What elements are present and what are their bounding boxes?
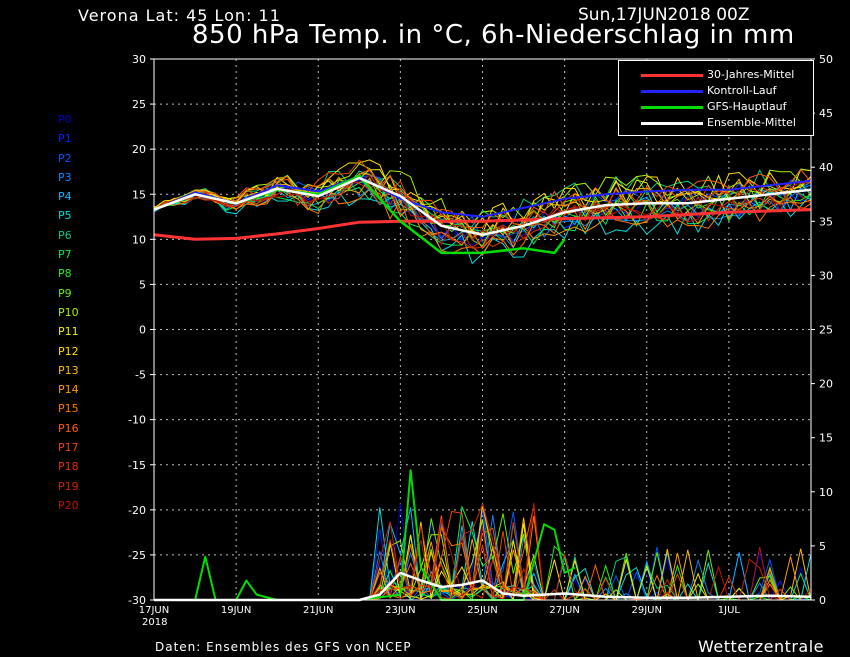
y-left-tick-label: 30 xyxy=(132,53,146,66)
x-tick-label: 1JUL xyxy=(718,605,741,616)
y-left-tick-label: 5 xyxy=(139,278,146,291)
member-label: P1 xyxy=(58,132,72,146)
y-left-tick-label: 15 xyxy=(132,188,146,201)
axis-labels: 302520151050-5-10-15-20-25-3050454035302… xyxy=(128,53,833,628)
member-label: P8 xyxy=(58,267,72,281)
member-label: P10 xyxy=(58,305,79,319)
legend-swatch xyxy=(641,106,703,109)
member-label: P0 xyxy=(58,113,72,126)
y-left-tick-label: 10 xyxy=(132,233,146,246)
legend-label: 30-Jahres-Mittel xyxy=(707,68,795,81)
member-label: P16 xyxy=(58,421,79,435)
y-left-tick-label: -25 xyxy=(128,549,146,562)
x-tick-label: 19JUN xyxy=(221,605,251,616)
x-year-label: 2018 xyxy=(142,617,167,628)
y-right-tick-label: 30 xyxy=(819,269,833,282)
y-right-tick-label: 45 xyxy=(819,107,833,120)
legend-item: GFS-Hauptlauf xyxy=(619,99,813,115)
member-temp-line xyxy=(153,173,812,238)
member-label: P18 xyxy=(58,460,79,474)
member-label: P6 xyxy=(58,228,72,242)
member-label: P17 xyxy=(58,441,79,455)
member-label: P20 xyxy=(58,498,79,512)
y-left-tick-label: 25 xyxy=(132,98,146,111)
member-list: P0 P1 P2 P3 P4 P5 P6 P7 P8 P9 P10 P11 P12 P13 P14 P15 P1… xyxy=(58,110,98,515)
y-left-tick-label: -5 xyxy=(135,369,146,382)
member-series xyxy=(153,159,812,602)
y-right-tick-label: 5 xyxy=(819,540,826,553)
y-left-tick-label: -20 xyxy=(128,504,146,517)
member-label: P19 xyxy=(58,479,79,493)
member-label: P5 xyxy=(58,209,72,223)
member-label: P4 xyxy=(58,190,72,204)
member-precip-line xyxy=(154,545,812,602)
x-tick-label: 21JUN xyxy=(303,605,333,616)
legend-item: Kontroll-Lauf xyxy=(619,83,813,99)
y-left-tick-label: -30 xyxy=(128,594,146,607)
y-right-tick-label: 35 xyxy=(819,215,833,228)
member-temp-line xyxy=(153,159,812,239)
legend-label: GFS-Hauptlauf xyxy=(707,100,787,113)
x-tick-label: 23JUN xyxy=(385,605,415,616)
member-temp-line xyxy=(153,188,812,256)
chart-grid xyxy=(154,59,811,600)
climate-mean-line xyxy=(153,208,812,241)
legend-item: 30-Jahres-Mittel xyxy=(619,67,813,83)
member-temp-line xyxy=(153,163,812,226)
y-left-tick-label: 20 xyxy=(132,143,146,156)
y-left-tick-label: -10 xyxy=(128,414,146,427)
highlight-series xyxy=(153,174,812,602)
member-temp-line xyxy=(153,177,812,250)
member-label: P7 xyxy=(58,248,72,262)
ensemble-mean-temp-line xyxy=(153,176,812,237)
member-temp-line xyxy=(153,179,812,249)
x-tick-label: 27JUN xyxy=(549,605,579,616)
ensemble-mean-precip-line xyxy=(154,571,812,602)
member-label: P2 xyxy=(58,151,72,165)
y-right-tick-label: 25 xyxy=(819,324,833,337)
member-temp-line xyxy=(153,178,812,242)
x-tick-label: 29JUN xyxy=(632,605,662,616)
member-label: P15 xyxy=(58,402,79,416)
member-label: P9 xyxy=(58,286,72,300)
y-left-tick-label: -15 xyxy=(128,459,146,472)
control-run-temp-line xyxy=(153,175,812,218)
brand-label: Wetterzentrale xyxy=(698,637,825,656)
legend-item: Ensemble-Mittel xyxy=(619,115,813,131)
x-tick-label: 17JUN xyxy=(139,605,169,616)
member-label: P11 xyxy=(58,325,79,339)
legend-swatch xyxy=(641,74,703,77)
y-left-tick-label: 0 xyxy=(139,324,146,337)
y-right-tick-label: 50 xyxy=(819,53,833,66)
legend-label: Kontroll-Lauf xyxy=(707,84,777,97)
gfs-main-precip-line xyxy=(154,469,576,601)
legend: 30-Jahres-Mittel Kontroll-Lauf GFS-Hauptla… xyxy=(618,60,814,136)
member-label: P12 xyxy=(58,344,79,358)
legend-swatch xyxy=(641,90,703,93)
data-source: Daten: Ensembles des GFS von NCEP xyxy=(155,640,412,654)
y-right-tick-label: 20 xyxy=(819,378,833,391)
location-label: Verona Lat: 45 Lon: 11 xyxy=(78,6,281,25)
member-label: P3 xyxy=(58,170,72,184)
y-right-tick-label: 10 xyxy=(819,486,833,499)
y-right-tick-label: 0 xyxy=(819,594,826,607)
y-right-tick-label: 15 xyxy=(819,432,833,445)
member-label: P13 xyxy=(58,363,79,377)
legend-label: Ensemble-Mittel xyxy=(707,116,796,129)
chart-title: 850 hPa Temp. in °C, 6h-Niederschlag in … xyxy=(192,20,795,50)
y-right-tick-label: 40 xyxy=(819,161,833,174)
legend-swatch xyxy=(641,122,703,125)
run-date: Sun,17JUN2018 00Z xyxy=(578,5,750,25)
member-label: P14 xyxy=(58,383,79,397)
x-tick-label: 25JUN xyxy=(467,605,497,616)
